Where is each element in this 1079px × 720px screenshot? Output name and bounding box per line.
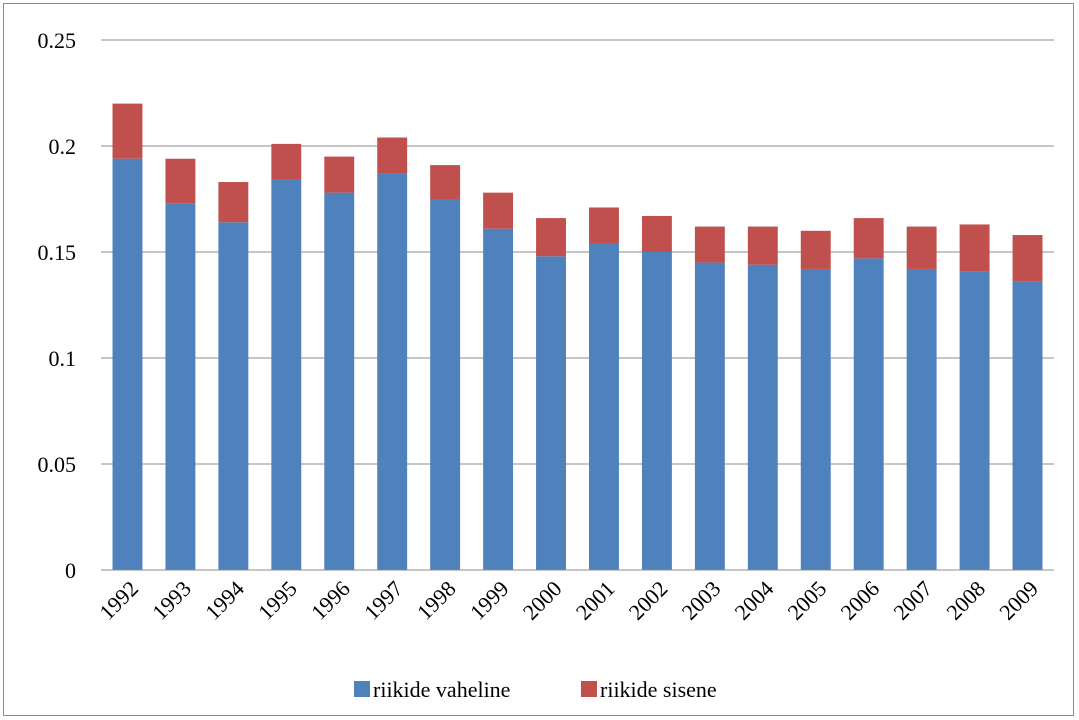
legend-label-riikide-vaheline: riikide vaheline (373, 677, 510, 702)
bar-riikide-vaheline-1993 (165, 203, 196, 571)
x-tick-label-1993: 1993 (147, 576, 196, 625)
x-axis-tick-labels: 1992 1993 1994 1995 1996 1997 1998 1999 2000 2001… (94, 576, 1043, 625)
x-tick-label-2005: 2005 (782, 576, 831, 625)
x-tick-label-2003: 2003 (677, 576, 726, 625)
bar-riikide-vaheline-1995 (271, 179, 302, 571)
legend-label-riikide-sisene: riikide sisene (600, 677, 717, 702)
x-tick-label-2006: 2006 (835, 576, 884, 625)
bar-riikide-sisene-1995 (271, 143, 302, 180)
bar-riikide-sisene-2000 (536, 218, 566, 257)
bar-riikide-vaheline-1994 (218, 222, 249, 570)
legend-swatch-riikide-vaheline (354, 681, 370, 697)
bar-riikide-vaheline-1997 (377, 173, 408, 570)
bar-riikide-vaheline-2003 (694, 262, 725, 570)
bar-riikide-sisene-1999 (483, 192, 514, 229)
x-tick-label-1997: 1997 (359, 576, 408, 625)
bar-riikide-vaheline-1992 (112, 158, 143, 570)
bar-riikide-sisene-2003 (694, 226, 725, 263)
bar-riikide-vaheline-2001 (589, 243, 619, 570)
legend: riikide vaheline riikide sisene (354, 677, 717, 702)
x-tick-label-2000: 2000 (518, 576, 567, 625)
bar-riikide-sisene-2005 (800, 230, 831, 269)
bar-riikide-sisene-1997 (377, 137, 408, 174)
bar-riikide-sisene-2008 (959, 224, 990, 272)
y-tick-label: 0.05 (38, 452, 77, 477)
bar-riikide-vaheline-2002 (641, 252, 672, 570)
bar-riikide-sisene-2006 (853, 218, 884, 259)
x-tick-label-1998: 1998 (412, 576, 461, 625)
x-tick-label-2001: 2001 (571, 576, 620, 625)
bar-riikide-sisene-1993 (165, 158, 196, 204)
x-tick-label-1996: 1996 (306, 576, 355, 625)
bar-riikide-sisene-1998 (430, 165, 461, 199)
y-tick-label: 0 (65, 558, 76, 583)
bars (112, 103, 1043, 571)
bar-riikide-sisene-1996 (324, 156, 355, 193)
x-tick-label-2009: 2009 (994, 576, 1043, 625)
bar-riikide-sisene-2009 (1012, 235, 1043, 282)
x-tick-label-1994: 1994 (200, 576, 249, 625)
bar-riikide-vaheline-2004 (747, 264, 778, 570)
x-tick-label-1995: 1995 (253, 576, 302, 625)
bar-riikide-vaheline-1996 (324, 192, 355, 570)
bar-riikide-sisene-2001 (589, 207, 619, 244)
x-tick-label-2002: 2002 (624, 576, 673, 625)
x-tick-label-1992: 1992 (94, 576, 143, 625)
bar-riikide-vaheline-2009 (1012, 281, 1043, 570)
bar-riikide-vaheline-2007 (906, 268, 937, 570)
bar-riikide-sisene-1992 (112, 103, 143, 159)
y-tick-label: 0.2 (49, 134, 77, 159)
y-tick-label: 0.15 (38, 240, 77, 265)
legend-swatch-riikide-sisene (581, 681, 597, 697)
bar-riikide-vaheline-2000 (536, 256, 566, 570)
x-tick-label-1999: 1999 (465, 576, 514, 625)
bar-riikide-vaheline-2006 (853, 258, 884, 570)
y-tick-label: 0.1 (49, 346, 77, 371)
bar-riikide-vaheline-1999 (483, 228, 514, 570)
bar-riikide-sisene-2007 (906, 226, 937, 269)
bar-riikide-vaheline-1998 (430, 199, 461, 570)
bar-riikide-vaheline-2005 (800, 268, 831, 570)
bar-riikide-vaheline-2008 (959, 271, 990, 570)
x-tick-label-2008: 2008 (941, 576, 990, 625)
bar-riikide-sisene-1994 (218, 182, 249, 223)
x-tick-label-2004: 2004 (730, 576, 779, 625)
y-axis-tick-labels: 0 0.05 0.1 0.15 0.2 0.25 (38, 28, 77, 583)
bar-riikide-sisene-2002 (641, 215, 672, 252)
bar-riikide-sisene-2004 (747, 226, 778, 265)
gridlines (101, 39, 1054, 465)
y-tick-label: 0.25 (38, 28, 77, 53)
x-tick-label-2007: 2007 (888, 576, 937, 625)
